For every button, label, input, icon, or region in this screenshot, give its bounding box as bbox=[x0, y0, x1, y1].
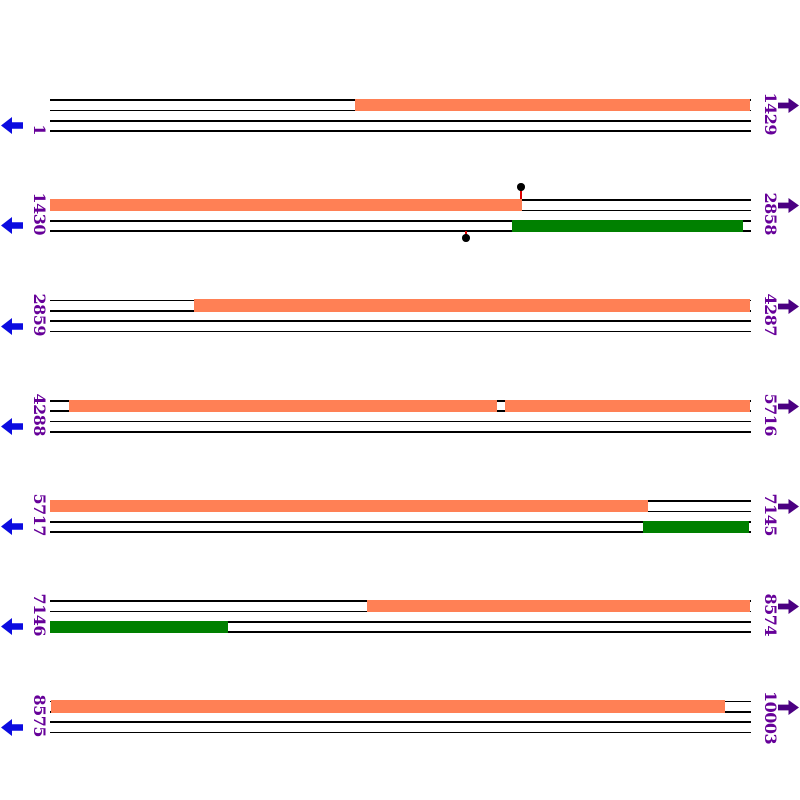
fragment-end-label: 5716 bbox=[761, 393, 780, 436]
forward-feature-bar[interactable] bbox=[367, 600, 750, 613]
track-line bbox=[50, 420, 751, 423]
track-line bbox=[50, 119, 751, 122]
reverse-feature-bar[interactable] bbox=[50, 620, 228, 634]
fragment-end-label: 2858 bbox=[761, 192, 780, 236]
forward-feature-bar[interactable] bbox=[51, 700, 725, 713]
fragment-start-label: 1430 bbox=[30, 192, 49, 236]
track-line bbox=[50, 320, 751, 323]
right-strand-arrow-icon[interactable] bbox=[778, 298, 799, 318]
right-strand-arrow-icon[interactable] bbox=[778, 98, 799, 117]
right-strand-arrow-icon[interactable] bbox=[778, 198, 799, 217]
right-strand-arrow-icon[interactable] bbox=[778, 398, 799, 418]
track-line bbox=[50, 230, 751, 233]
right-strand-arrow-icon[interactable] bbox=[778, 599, 799, 618]
track-line bbox=[50, 430, 751, 433]
marker-dot-icon bbox=[462, 234, 470, 242]
left-strand-arrow-icon[interactable] bbox=[1, 217, 23, 238]
track-line bbox=[50, 631, 751, 634]
forward-feature-bar[interactable] bbox=[50, 199, 522, 212]
fragment-start-label: 1 bbox=[30, 124, 49, 135]
forward-feature-bar[interactable] bbox=[194, 299, 750, 312]
track-line bbox=[50, 721, 751, 724]
fragment-end-label: 7145 bbox=[761, 493, 780, 536]
left-strand-arrow-icon[interactable] bbox=[1, 718, 23, 740]
fragment-end-label: 1429 bbox=[761, 92, 780, 135]
fragment-start-label: 2859 bbox=[30, 292, 49, 336]
marker-stem bbox=[520, 190, 522, 200]
reverse-feature-bar[interactable] bbox=[512, 219, 743, 233]
fragment-end-label: 4287 bbox=[761, 292, 780, 336]
fragment-start-label: 8575 bbox=[30, 693, 49, 737]
track-line bbox=[50, 520, 751, 523]
track-line bbox=[50, 130, 751, 132]
right-strand-arrow-icon[interactable] bbox=[778, 499, 799, 518]
track-line bbox=[50, 731, 751, 734]
fragment-start-label: 4288 bbox=[30, 393, 49, 436]
fragment-end-label: 10003 bbox=[761, 690, 780, 744]
left-strand-arrow-icon[interactable] bbox=[1, 618, 23, 639]
track-line bbox=[50, 220, 751, 222]
marker-dot-icon bbox=[517, 183, 525, 191]
forward-feature-bar[interactable] bbox=[355, 98, 750, 112]
forward-feature-bar[interactable] bbox=[69, 399, 497, 412]
left-strand-arrow-icon[interactable] bbox=[1, 417, 23, 439]
forward-feature-bar[interactable] bbox=[50, 499, 648, 513]
reverse-feature-bar[interactable] bbox=[643, 520, 749, 533]
track-line bbox=[50, 330, 751, 333]
fragment-start-label: 5717 bbox=[30, 493, 49, 536]
left-strand-arrow-icon[interactable] bbox=[1, 518, 23, 539]
left-strand-arrow-icon[interactable] bbox=[1, 317, 23, 339]
track-line bbox=[50, 531, 751, 533]
track-line bbox=[50, 621, 751, 623]
fragment-start-label: 7146 bbox=[30, 593, 49, 637]
marker-stem bbox=[465, 231, 467, 236]
fragment-end-label: 8574 bbox=[761, 593, 780, 637]
right-strand-arrow-icon[interactable] bbox=[778, 699, 799, 719]
forward-feature-bar[interactable] bbox=[505, 399, 750, 412]
left-strand-arrow-icon[interactable] bbox=[1, 117, 23, 138]
